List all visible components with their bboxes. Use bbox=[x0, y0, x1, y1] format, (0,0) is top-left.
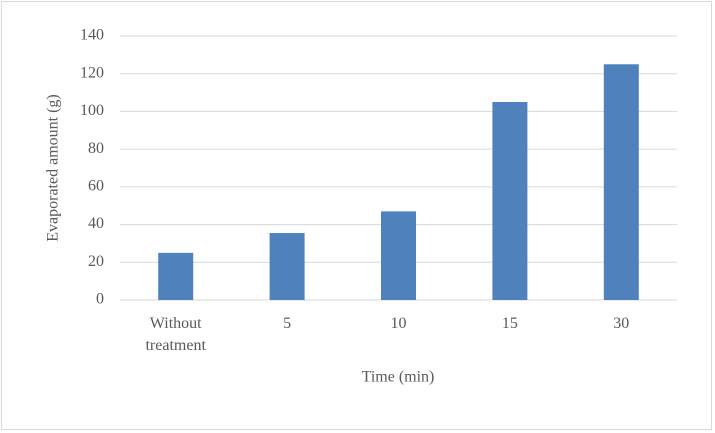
y-tick-label: 120 bbox=[80, 64, 104, 81]
x-axis-label: Time (min) bbox=[362, 369, 435, 386]
y-axis-label: Evaporated amount (g) bbox=[45, 94, 62, 242]
y-tick-label: 100 bbox=[80, 102, 104, 119]
bar bbox=[158, 252, 194, 300]
x-tick-label: 5 bbox=[283, 315, 292, 332]
y-tick-label: 60 bbox=[88, 178, 104, 195]
bar bbox=[492, 102, 528, 300]
y-tick-label: 20 bbox=[88, 253, 104, 270]
y-tick-label: 0 bbox=[96, 291, 104, 308]
x-tick-label: 15 bbox=[501, 315, 518, 332]
x-tick-label: Without treatment bbox=[145, 315, 206, 354]
bar bbox=[269, 233, 305, 300]
y-tick-label: 40 bbox=[88, 215, 104, 232]
x-tick-label: 30 bbox=[613, 315, 630, 332]
bar bbox=[603, 64, 639, 301]
x-tick-label: 10 bbox=[390, 315, 407, 332]
y-tick-label: 140 bbox=[80, 27, 104, 44]
y-tick-label: 80 bbox=[88, 140, 104, 157]
bar bbox=[381, 211, 416, 300]
